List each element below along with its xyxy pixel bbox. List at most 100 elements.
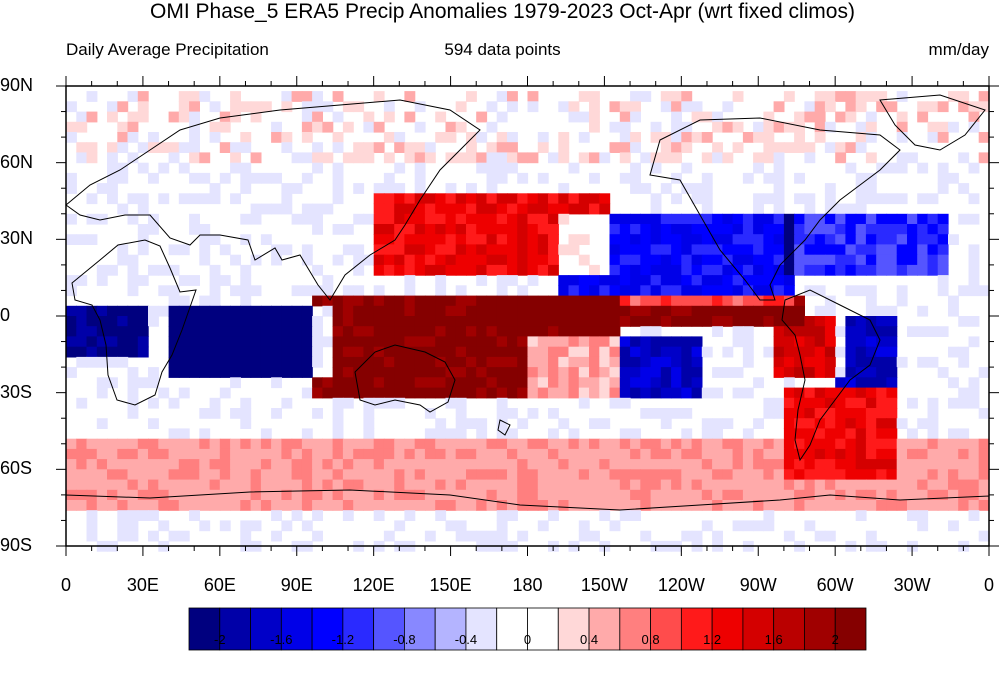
- anomaly-cell: [517, 418, 529, 429]
- anomaly-cell: [568, 346, 580, 358]
- anomaly-cell: [753, 520, 764, 532]
- anomaly-cell: [455, 479, 467, 491]
- anomaly-cell: [732, 520, 744, 532]
- anomaly-cell: [394, 254, 406, 266]
- anomaly-cell: [332, 500, 344, 511]
- lon-tick-label: 0: [983, 575, 994, 595]
- anomaly-cell: [527, 377, 539, 389]
- anomaly-cell: [424, 234, 436, 245]
- anomaly-cell: [281, 193, 293, 205]
- anomaly-cell: [424, 479, 436, 491]
- anomaly-cell: [466, 152, 477, 164]
- anomaly-cell: [209, 101, 221, 113]
- anomaly-cell: [701, 254, 713, 266]
- anomaly-cell: [240, 213, 252, 225]
- anomaly-cell: [835, 234, 847, 245]
- anomaly-cell: [230, 408, 241, 419]
- anomaly-cell: [722, 448, 734, 460]
- anomaly-cell: [742, 459, 754, 470]
- anomaly-cell: [599, 469, 611, 481]
- anomaly-cell: [927, 428, 939, 440]
- anomaly-cell: [117, 326, 129, 337]
- anomaly-cell: [855, 91, 867, 102]
- anomaly-cell: [424, 448, 436, 460]
- anomaly-cell: [650, 224, 662, 235]
- anomaly-cell: [753, 418, 764, 429]
- anomaly-cell: [332, 367, 344, 378]
- anomaly-cell: [404, 193, 416, 205]
- anomaly-cell: [876, 397, 888, 409]
- anomaly-cell: [937, 438, 949, 450]
- anomaly-cell: [250, 172, 262, 184]
- anomaly-cell: [558, 101, 570, 113]
- anomaly-cell: [117, 101, 129, 113]
- anomaly-cell: [158, 459, 170, 470]
- anomaly-cell: [814, 500, 826, 511]
- anomaly-cell: [722, 275, 734, 286]
- anomaly-cell: [671, 264, 682, 276]
- anomaly-cell: [609, 244, 621, 256]
- anomaly-cell: [107, 336, 118, 348]
- anomaly-cell: [342, 469, 354, 481]
- anomaly-cell: [691, 377, 703, 389]
- anomaly-cell: [865, 367, 877, 378]
- anomaly-cell: [886, 428, 898, 440]
- anomaly-cell: [260, 367, 272, 378]
- anomaly-cell: [96, 448, 108, 460]
- anomaly-cell: [394, 336, 406, 348]
- anomaly-cell: [342, 295, 354, 307]
- anomaly-cell: [814, 101, 826, 113]
- anomaly-cell: [219, 459, 231, 470]
- anomaly-cell: [804, 387, 816, 399]
- anomaly-cell: [96, 305, 108, 317]
- anomaly-cell: [271, 132, 282, 143]
- anomaly-cell: [158, 479, 170, 491]
- anomaly-cell: [353, 500, 365, 511]
- anomaly-cell: [127, 438, 139, 450]
- anomaly-cell: [332, 162, 344, 174]
- anomaly-cell: [383, 479, 395, 491]
- anomaly-cell: [578, 111, 590, 123]
- anomaly-cell: [783, 121, 795, 133]
- anomaly-cell: [845, 203, 857, 215]
- anomaly-cell: [394, 326, 406, 337]
- anomaly-cell: [671, 121, 682, 133]
- anomaly-cell: [548, 316, 559, 327]
- anomaly-cell: [363, 326, 375, 337]
- anomaly-cell: [558, 367, 570, 378]
- anomaly-cell: [486, 203, 498, 215]
- anomaly-cell: [507, 152, 518, 164]
- anomaly-cell: [178, 500, 190, 511]
- anomaly-cell: [712, 387, 723, 399]
- anomaly-cell: [865, 121, 877, 133]
- anomaly-cell: [609, 346, 621, 358]
- anomaly-cell: [794, 244, 805, 256]
- anomaly-cell: [886, 254, 898, 266]
- anomaly-cell: [855, 510, 867, 521]
- anomaly-cell: [445, 183, 457, 194]
- lon-tick-label: 60E: [203, 575, 236, 595]
- anomaly-cell: [948, 459, 959, 470]
- anomaly-cell: [148, 377, 159, 389]
- anomaly-cell: [209, 367, 221, 378]
- anomaly-cell: [445, 193, 457, 205]
- anomaly-cell: [486, 264, 498, 276]
- anomaly-cell: [404, 510, 416, 521]
- anomaly-cell: [681, 254, 693, 266]
- anomaly-cell: [517, 530, 529, 542]
- anomaly-cell: [404, 387, 416, 399]
- anomaly-cell: [609, 121, 621, 133]
- anomaly-cell: [230, 142, 241, 153]
- anomaly-cell: [589, 346, 600, 358]
- anomaly-cell: [753, 264, 764, 276]
- anomaly-cell: [373, 438, 385, 450]
- anomaly-cell: [558, 346, 570, 358]
- anomaly-cell: [291, 459, 303, 470]
- anomaly-cell: [558, 132, 570, 143]
- anomaly-cell: [199, 336, 211, 348]
- anomaly-cell: [424, 428, 436, 440]
- anomaly-cell: [578, 377, 590, 389]
- anomaly-cell: [896, 264, 908, 276]
- anomaly-cell: [445, 224, 457, 235]
- anomaly-cell: [178, 448, 190, 460]
